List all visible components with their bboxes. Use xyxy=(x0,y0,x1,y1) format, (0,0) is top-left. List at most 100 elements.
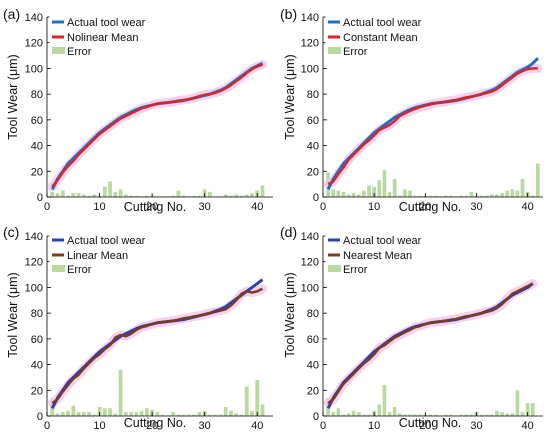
error-bar xyxy=(102,408,107,416)
x-tick-label: 10 xyxy=(368,420,380,432)
legend-label-actual-c: Actual tool wear xyxy=(67,235,146,247)
error-bar xyxy=(536,163,540,197)
x-tick-label: 20 xyxy=(419,420,431,432)
error-bar xyxy=(387,412,392,416)
x-tick-label: 40 xyxy=(251,201,263,213)
error-bar xyxy=(239,195,244,197)
series-line-predicted-mean xyxy=(327,282,534,405)
error-bar xyxy=(382,170,387,197)
plot-d: 0 20 40 60 80 100 120 140 0 10 20 30 40 xyxy=(301,231,543,432)
error-bar xyxy=(134,195,139,197)
error-bar xyxy=(223,194,228,197)
error-bar xyxy=(176,414,181,416)
plot-a: 0 20 40 60 80 100 120 140 0 10 20 30 40 xyxy=(25,12,273,213)
error-bar xyxy=(418,414,423,416)
error-bar xyxy=(459,414,463,416)
error-bar xyxy=(428,414,433,416)
y-tick-label: 20 xyxy=(307,166,319,178)
y-tick-label: 60 xyxy=(307,115,319,127)
error-bar xyxy=(244,194,249,197)
error-bar xyxy=(102,186,107,197)
error-bar xyxy=(60,190,65,197)
error-bar xyxy=(160,414,165,416)
y-axis-label-b: Tool Wear (μm) xyxy=(283,54,297,139)
x-tick-label: 0 xyxy=(44,420,50,432)
error-bar xyxy=(469,414,474,416)
y-tick-label: 40 xyxy=(31,141,43,153)
error-bar xyxy=(530,403,535,416)
error-bar xyxy=(171,195,176,197)
error-bar xyxy=(433,414,438,416)
legend-label-predicted-c: Linear Mean xyxy=(67,250,128,262)
error-bar xyxy=(443,195,448,197)
y-tick-label: 20 xyxy=(31,166,43,178)
y-tick-label: 60 xyxy=(31,334,43,346)
error-bar xyxy=(250,193,254,197)
error-bar xyxy=(479,195,484,197)
x-tick-label: 40 xyxy=(522,420,534,432)
series-line-predicted-mean xyxy=(51,63,263,188)
x-tick-label: 20 xyxy=(146,420,158,432)
error-bar xyxy=(208,191,212,197)
error-bar xyxy=(76,412,81,416)
y-tick-label: 140 xyxy=(25,231,43,243)
error-bar xyxy=(197,195,202,197)
y-axis-label-c: Tool Wear (μm) xyxy=(6,272,20,357)
error-bar xyxy=(223,407,228,416)
error-bar xyxy=(520,412,525,416)
error-bar xyxy=(60,412,65,416)
y-tick-label: 60 xyxy=(31,115,43,127)
error-bar xyxy=(377,180,382,197)
error-bar xyxy=(403,189,407,197)
error-bar xyxy=(87,412,91,416)
legend-label-error-c: Error xyxy=(67,264,92,276)
legend-a: Actual tool wear Nolinear Mean Error xyxy=(49,9,173,61)
error-bar xyxy=(55,193,60,197)
error-bar xyxy=(71,193,76,197)
error-bar xyxy=(234,194,239,197)
error-bar xyxy=(392,407,397,416)
x-tick-label: 30 xyxy=(199,201,211,213)
legend-label-error-a: Error xyxy=(67,46,92,58)
y-tick-label: 120 xyxy=(301,257,319,269)
error-bar xyxy=(208,414,212,416)
x-tick-label: 10 xyxy=(368,201,380,213)
error-bar xyxy=(81,412,86,416)
error-bar xyxy=(403,414,407,416)
x-tick-label: 10 xyxy=(93,420,105,432)
y-tick-label: 140 xyxy=(301,231,319,243)
y-tick-label: 0 xyxy=(313,411,319,423)
error-bar xyxy=(397,195,402,197)
x-tick-label: 30 xyxy=(199,420,211,432)
error-bar xyxy=(356,194,361,197)
error-bar xyxy=(118,189,123,197)
error-bar xyxy=(250,410,254,416)
panel-d: 0 20 40 60 80 100 120 140 0 10 20 30 40 (d) Tool Wea… xyxy=(280,224,543,432)
error-bar xyxy=(92,414,97,416)
legend-swatch-error-c xyxy=(52,265,65,272)
error-bar xyxy=(331,189,336,197)
y-tick-label: 100 xyxy=(25,63,43,75)
error-bar xyxy=(260,404,265,416)
error-bar xyxy=(55,413,60,416)
error-bar xyxy=(530,195,535,197)
error-bar xyxy=(464,414,469,416)
error-bar xyxy=(336,408,341,416)
error-bar xyxy=(484,414,489,416)
error-bar xyxy=(495,410,499,416)
error-bar xyxy=(525,403,530,416)
error-bar xyxy=(443,414,448,416)
error-bar xyxy=(213,414,218,416)
error-bar xyxy=(92,194,97,197)
y-tick-label: 120 xyxy=(25,257,43,269)
y-tick-label: 40 xyxy=(307,360,319,372)
error-bar xyxy=(515,190,520,197)
panel-c: 0 20 40 60 80 100 120 140 0 10 20 30 40 (c) Tool Wea… xyxy=(3,224,273,432)
error-bar xyxy=(362,414,366,416)
error-bar xyxy=(500,412,504,416)
error-bar xyxy=(489,194,494,197)
series-line-predicted-mean xyxy=(51,287,264,405)
y-tick-label: 20 xyxy=(307,385,319,397)
error-bar xyxy=(336,190,341,197)
